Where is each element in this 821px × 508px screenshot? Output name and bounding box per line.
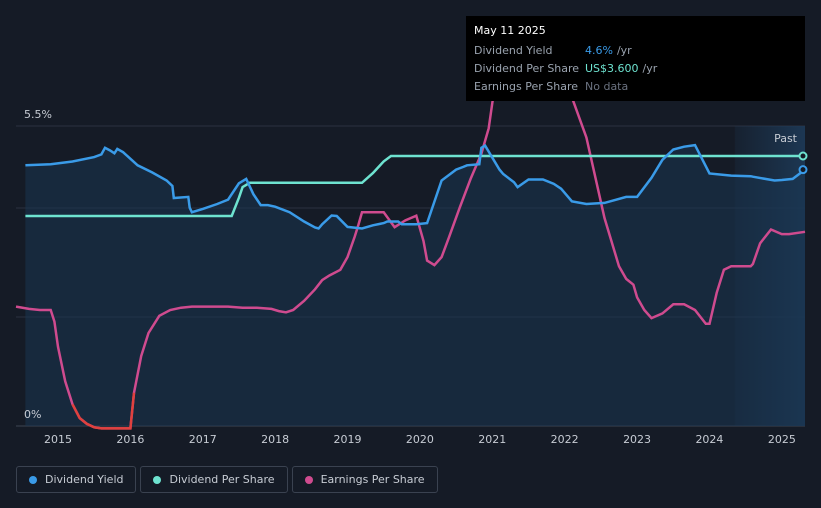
dividend-per-share-line bbox=[25, 154, 805, 218]
tooltip-value: 4.6% bbox=[585, 44, 613, 57]
x-tick-label: 2025 bbox=[768, 433, 796, 446]
tooltip-unit: /yr bbox=[642, 62, 658, 75]
chart-area: 5.5%0% 2015 2016 2017 2018 2019 2020 2021 2022 2… bbox=[15, 21, 808, 446]
legend-item-dividend-per-share[interactable]: Dividend Per Share bbox=[140, 466, 288, 493]
tooltip-row-dividend-per-share: Dividend Per Share US$3.600 /yr bbox=[474, 60, 797, 78]
tooltip-value: No data bbox=[585, 80, 629, 93]
x-tick-label: 2022 bbox=[551, 433, 579, 446]
tooltip: May 11 2025 Dividend Yield 4.6% /yr Divi… bbox=[466, 16, 805, 101]
x-tick-label: 2023 bbox=[623, 433, 651, 446]
y-tick-label: 0% bbox=[24, 408, 41, 421]
tooltip-value: US$3.600 bbox=[585, 62, 639, 75]
tooltip-date: May 11 2025 bbox=[474, 24, 546, 37]
x-tick-label: 2021 bbox=[478, 433, 506, 446]
tooltip-row-earnings-per-share: Earnings Per Share No data bbox=[474, 78, 797, 96]
legend-item-dividend-yield[interactable]: Dividend Yield bbox=[16, 466, 137, 493]
legend-item-earnings-per-share[interactable]: Earnings Per Share bbox=[291, 466, 438, 493]
tooltip-label: Earnings Per Share bbox=[474, 80, 579, 93]
tooltip-label: Dividend Per Share bbox=[474, 62, 580, 75]
x-tick-label: 2017 bbox=[189, 433, 217, 446]
past-label: Past bbox=[774, 132, 798, 145]
tooltip-unit: /yr bbox=[616, 44, 632, 57]
y-tick-label: 5.5% bbox=[24, 108, 52, 121]
legend-label: Dividend Per Share bbox=[169, 473, 275, 486]
x-tick-label: 2019 bbox=[334, 433, 362, 446]
x-tick-label: 2015 bbox=[44, 433, 72, 446]
dividend-per-share-end-marker bbox=[798, 151, 808, 161]
dividend-yield-dot-icon bbox=[29, 475, 37, 484]
earnings-per-share-negative-line bbox=[71, 392, 136, 430]
y-axis: 5.5% 0% bbox=[24, 108, 52, 421]
tooltip-row-dividend-yield: Dividend Yield 4.6% /yr bbox=[474, 42, 797, 60]
dividend-per-share-dot-icon bbox=[153, 475, 162, 484]
x-tick-label: 2016 bbox=[116, 433, 144, 446]
dividend-yield-line bbox=[25, 143, 806, 230]
earnings-per-share-dot-icon bbox=[304, 475, 313, 484]
x-tick-label: 2018 bbox=[261, 433, 289, 446]
x-axis: 2015 2016 2017 2018 2019 2020 2021 2022 2023 2024… bbox=[44, 433, 796, 446]
legend-label: Dividend Yield bbox=[45, 473, 124, 486]
legend: Dividend Yield Dividend Per Share Earnin… bbox=[16, 466, 442, 493]
legend-label: Earnings Per Share bbox=[320, 473, 425, 486]
dividend-yield-end-marker bbox=[798, 165, 808, 175]
dividend-yield-area bbox=[25, 145, 805, 426]
end-markers bbox=[798, 151, 808, 175]
x-tick-label: 2024 bbox=[695, 433, 723, 446]
tooltip-label: Dividend Yield bbox=[474, 44, 553, 57]
x-tick-label: 2020 bbox=[406, 433, 434, 446]
